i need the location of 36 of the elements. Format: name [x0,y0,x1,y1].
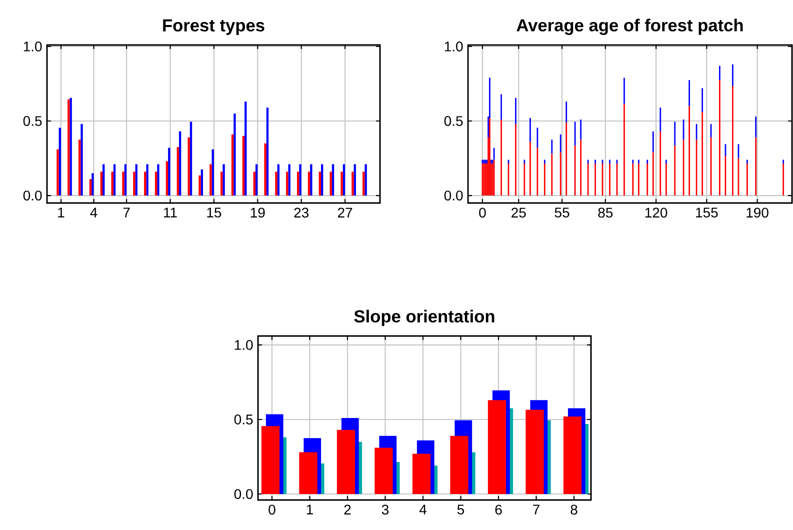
x-tick-label: 4 [90,208,98,218]
x-tick-label: 23 [294,208,309,218]
x-tick-label: 19 [250,208,265,218]
chart-title: Forest types [163,19,264,35]
x-tick-label: 25 [512,208,526,218]
y-tick-label: 0.5 [234,414,253,424]
y-tick-label: 1.0 [24,42,42,52]
y-tick-label: 0.0 [23,190,42,200]
x-tick-label: 2 [344,504,351,514]
x-tick-label: 0 [479,208,486,218]
x-tick-label: 15 [207,208,222,218]
y-tick-label: 0.5 [444,116,463,126]
x-tick-label: 6 [495,504,502,515]
x-tick-label: 4 [419,504,426,514]
x-tick-label: 27 [338,208,352,218]
x-tick-label: 85 [598,208,613,218]
x-tick-label: 120 [645,208,668,218]
chart-title: Slope orientation [354,310,494,326]
y-tick-label: 0.0 [234,489,253,499]
x-tick-label: 3 [382,504,389,515]
x-tick-label: 8 [570,504,578,515]
x-tick-label: 155 [696,208,718,218]
x-tick-label: 55 [554,208,570,218]
chart-title: Average age of forest patch [516,18,743,35]
x-tick-label: 7 [123,208,130,218]
x-tick-label: 1 [58,208,64,218]
x-tick-label: 0 [268,504,276,515]
y-tick-label: 1.0 [444,42,463,52]
y-tick-label: 0.5 [23,116,42,126]
x-tick-label: 190 [746,208,768,218]
x-tick-label: 5 [457,504,464,514]
x-tick-label: 7 [533,504,540,514]
y-tick-label: 0.0 [444,190,463,200]
x-tick-label: 1 [306,504,313,514]
y-tick-label: 1.0 [234,340,253,350]
x-tick-label: 11 [164,208,177,218]
